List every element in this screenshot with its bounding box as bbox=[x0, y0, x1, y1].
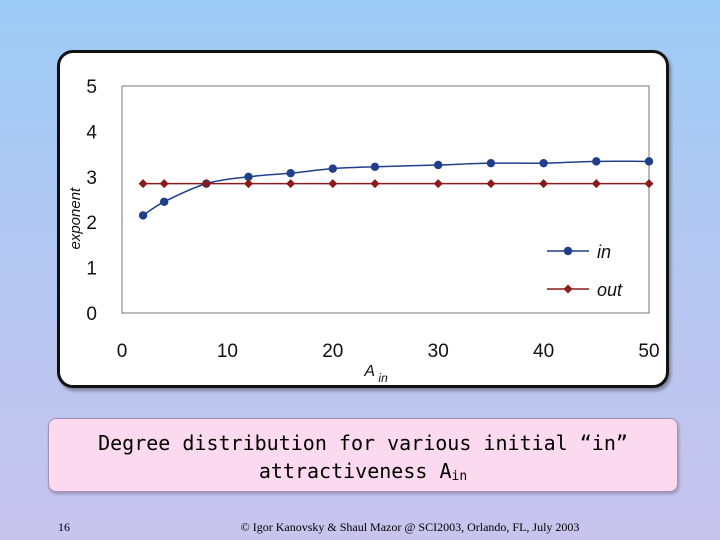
data-point-in bbox=[539, 158, 548, 168]
data-point-out bbox=[243, 179, 253, 189]
x-axis-label-subscript: in bbox=[378, 371, 388, 385]
caption-line-2: attractiveness Ain bbox=[49, 457, 677, 491]
data-point-in bbox=[286, 168, 295, 178]
data-point-out bbox=[591, 179, 601, 189]
legend-label-in: in bbox=[597, 242, 611, 262]
y-tick-label: 5 bbox=[86, 77, 97, 98]
data-point-out bbox=[644, 179, 654, 189]
y-axis-label: exponent bbox=[67, 187, 84, 250]
data-point-in bbox=[434, 160, 443, 170]
caption-line-1: Degree distribution for various initial … bbox=[98, 431, 628, 455]
data-point-in bbox=[138, 211, 148, 220]
legend-marker-out bbox=[563, 284, 573, 294]
footer-credit: © Igor Kanovsky & Shaul Mazor @ SCI2003,… bbox=[240, 520, 580, 534]
data-point-out bbox=[286, 179, 296, 189]
data-point-out bbox=[433, 179, 443, 189]
y-tick-label: 2 bbox=[86, 213, 97, 234]
plot-area bbox=[121, 85, 650, 314]
data-point-out bbox=[201, 179, 211, 189]
x-tick-label: 30 bbox=[428, 341, 449, 362]
x-tick-label: 40 bbox=[533, 341, 554, 362]
legend-label-out: out bbox=[597, 280, 623, 300]
x-tick-label: 50 bbox=[638, 341, 659, 362]
legend-marker-in bbox=[563, 246, 573, 256]
data-point-in bbox=[328, 164, 337, 173]
caption-line-2-text: attractiveness A bbox=[258, 459, 452, 483]
y-tick-label: 1 bbox=[86, 259, 97, 280]
y-tick-label: 3 bbox=[86, 168, 97, 189]
data-point-out bbox=[370, 179, 380, 189]
data-point-out bbox=[486, 179, 496, 189]
slide-number: 16 bbox=[58, 520, 70, 534]
caption-line-2-subscript: in bbox=[451, 469, 468, 484]
data-point-in bbox=[644, 157, 654, 166]
x-tick-label: 20 bbox=[322, 341, 343, 362]
x-tick-label: 0 bbox=[117, 341, 128, 362]
data-point-out bbox=[539, 179, 549, 189]
data-point-in bbox=[159, 197, 169, 206]
data-point-out bbox=[159, 179, 169, 189]
data-point-out bbox=[138, 179, 148, 189]
y-tick-label: 0 bbox=[86, 304, 97, 325]
series-line-in bbox=[142, 160, 650, 217]
data-point-in bbox=[592, 157, 601, 166]
caption-box: Degree distribution for various initial … bbox=[48, 418, 678, 492]
data-point-in bbox=[244, 172, 253, 181]
data-point-out bbox=[328, 179, 338, 189]
data-point-in bbox=[370, 162, 380, 172]
x-axis-label: A bbox=[363, 363, 375, 380]
data-point-in bbox=[486, 158, 496, 168]
x-tick-label: 10 bbox=[217, 341, 238, 362]
y-tick-label: 4 bbox=[86, 122, 97, 143]
